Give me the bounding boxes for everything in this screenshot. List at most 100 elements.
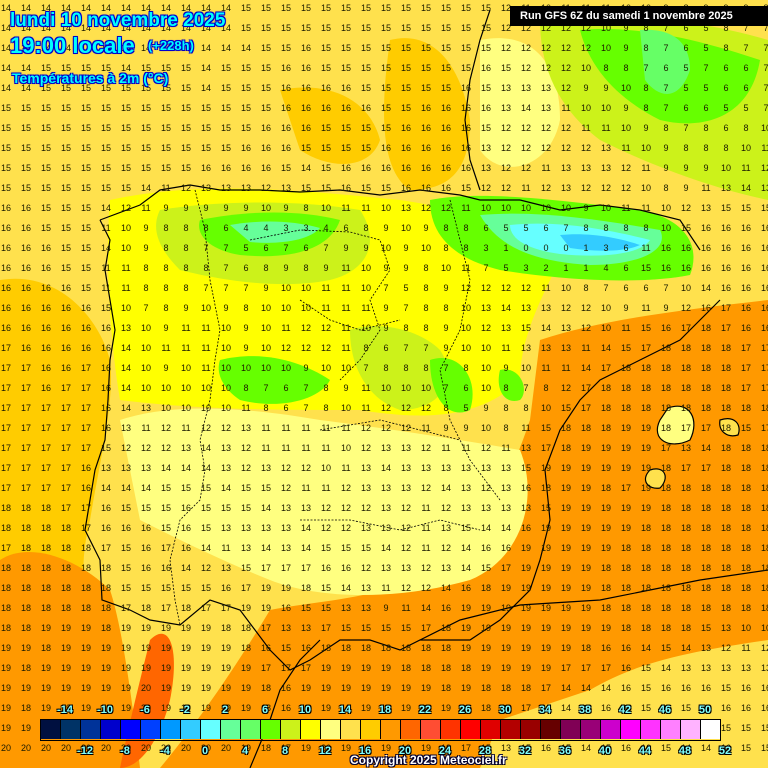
- grid-value: 15: [200, 123, 211, 133]
- grid-value: 15: [480, 23, 491, 33]
- legend-color-box: [561, 720, 581, 739]
- grid-value: 13: [460, 503, 471, 513]
- grid-value: 16: [340, 83, 351, 93]
- grid-value: 16: [20, 223, 31, 233]
- grid-value: 16: [0, 303, 11, 313]
- grid-value: 15: [460, 23, 471, 33]
- grid-value: 17: [540, 683, 551, 693]
- grid-value: 13: [420, 463, 431, 473]
- grid-value: 14: [700, 743, 711, 753]
- grid-value: 15: [120, 83, 131, 93]
- grid-value: 12: [580, 143, 591, 153]
- legend-tick-top: 14: [338, 704, 352, 716]
- grid-value: 11: [341, 423, 351, 433]
- grid-value: 15: [160, 103, 171, 113]
- grid-value: 14: [200, 63, 211, 73]
- grid-value: 15: [280, 3, 291, 13]
- grid-value: 14: [80, 3, 91, 13]
- grid-value: 15: [140, 163, 151, 173]
- grid-value: 18: [20, 583, 31, 593]
- grid-value: 18: [680, 583, 691, 593]
- grid-value: 16: [500, 543, 511, 553]
- grid-value: 19: [300, 743, 311, 753]
- grid-value: 19: [500, 663, 511, 673]
- grid-value: 12: [360, 503, 371, 513]
- grid-value: 18: [580, 643, 591, 653]
- grid-value: 16: [760, 323, 768, 333]
- grid-value: 11: [181, 343, 191, 353]
- grid-value: 15: [240, 503, 251, 513]
- grid-value: 11: [241, 403, 251, 413]
- grid-value: 12: [540, 143, 551, 153]
- grid-value: 10: [160, 403, 171, 413]
- grid-value: 19: [600, 543, 611, 553]
- grid-value: 17: [460, 743, 471, 753]
- grid-value: 12: [560, 123, 571, 133]
- grid-value: 9: [443, 283, 449, 293]
- grid-value: 13: [140, 403, 151, 413]
- grid-value: 19: [640, 443, 651, 453]
- grid-value: 9: [283, 203, 289, 213]
- grid-value: 8: [643, 23, 649, 33]
- grid-value: 17: [60, 383, 71, 393]
- grid-value: 17: [80, 363, 91, 373]
- grid-value: 16: [0, 223, 11, 233]
- grid-value: 13: [180, 443, 191, 453]
- grid-value: 17: [700, 423, 711, 433]
- grid-value: 19: [360, 663, 371, 673]
- grid-value: 19: [580, 523, 591, 533]
- grid-value: 8: [443, 223, 449, 233]
- grid-value: 13: [260, 463, 271, 473]
- grid-value: 16: [620, 663, 631, 673]
- grid-value: 18: [660, 403, 671, 413]
- grid-value: 0: [543, 243, 549, 253]
- grid-value: 11: [641, 243, 651, 253]
- grid-value: 11: [461, 443, 471, 453]
- grid-value: 15: [400, 623, 411, 633]
- grid-value: 18: [700, 363, 711, 373]
- grid-value: 14: [640, 643, 651, 653]
- grid-value: 14: [300, 163, 311, 173]
- grid-value: 11: [121, 263, 131, 273]
- grid-value: 18: [440, 623, 451, 633]
- grid-value: 7: [143, 303, 149, 313]
- grid-value: 15: [480, 43, 491, 53]
- grid-value: 6: [543, 223, 549, 233]
- grid-value: 10: [600, 303, 611, 313]
- grid-value: 19: [560, 603, 571, 613]
- grid-value: 6: [683, 43, 689, 53]
- grid-value: 11: [361, 203, 371, 213]
- grid-value: 12: [120, 203, 131, 213]
- grid-value: 16: [700, 263, 711, 273]
- grid-value: 19: [20, 683, 31, 693]
- grid-value: 11: [101, 263, 111, 273]
- grid-value: 9: [423, 223, 429, 233]
- grid-value: 11: [161, 343, 171, 353]
- grid-value: 17: [760, 383, 768, 393]
- grid-value: 19: [20, 643, 31, 653]
- grid-value: 13: [280, 523, 291, 533]
- grid-value: 18: [700, 543, 711, 553]
- grid-value: 6: [243, 263, 249, 273]
- grid-value: 16: [140, 543, 151, 553]
- grid-value: 10: [520, 363, 531, 373]
- grid-value: 15: [300, 3, 311, 13]
- grid-value: 19: [420, 743, 431, 753]
- grid-value: 10: [300, 283, 311, 293]
- grid-value: 18: [700, 523, 711, 533]
- grid-value: 18: [680, 403, 691, 413]
- grid-value: 16: [200, 163, 211, 173]
- grid-value: 11: [221, 543, 231, 553]
- grid-value: 19: [160, 683, 171, 693]
- grid-value: 20: [0, 743, 11, 753]
- grid-value: 16: [20, 203, 31, 213]
- grid-value: 14: [440, 583, 451, 593]
- grid-value: 8: [263, 263, 269, 273]
- grid-value: 18: [140, 603, 151, 613]
- grid-value: 13: [500, 463, 511, 473]
- grid-value: 6: [623, 283, 629, 293]
- grid-value: 10: [480, 363, 491, 373]
- grid-value: 13: [400, 203, 411, 213]
- grid-value: 18: [680, 383, 691, 393]
- grid-value: 16: [40, 283, 51, 293]
